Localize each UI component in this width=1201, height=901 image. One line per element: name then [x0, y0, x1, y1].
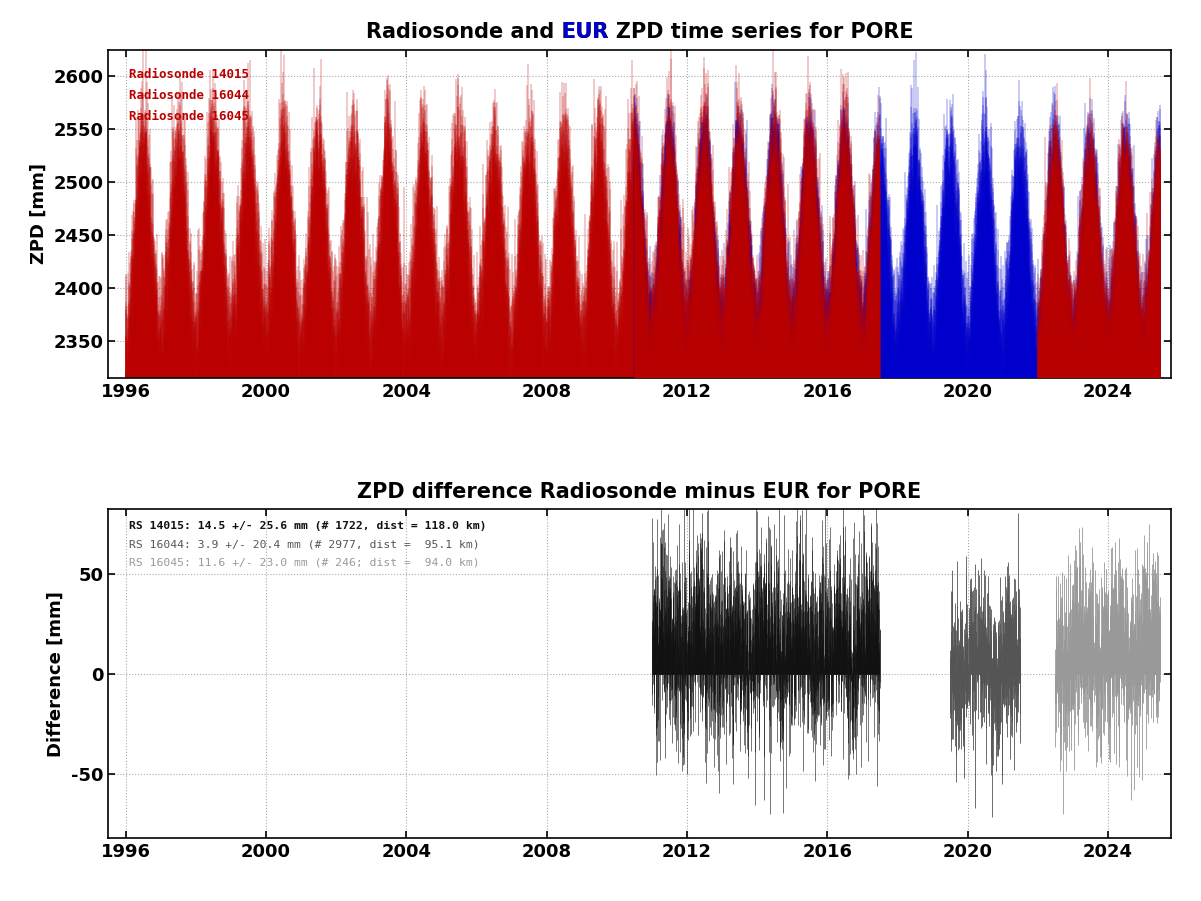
Y-axis label: Difference [mm]: Difference [mm] [47, 591, 65, 757]
Text: Radiosonde 16045: Radiosonde 16045 [130, 110, 249, 123]
Text: Radiosonde 14015: Radiosonde 14015 [130, 68, 249, 80]
Text: RS 16044: 3.9 +/- 20.4 mm (# 2977, dist =  95.1 km): RS 16044: 3.9 +/- 20.4 mm (# 2977, dist … [130, 540, 479, 550]
Text: EUR: EUR [561, 23, 609, 42]
Title: Radiosonde and EUR ZPD time series for PORE: Radiosonde and EUR ZPD time series for P… [366, 23, 913, 42]
Text: RS 14015: 14.5 +/- 25.6 mm (# 1722, dist = 118.0 km): RS 14015: 14.5 +/- 25.6 mm (# 1722, dist… [130, 522, 486, 532]
Title: ZPD difference Radiosonde minus EUR for PORE: ZPD difference Radiosonde minus EUR for … [358, 482, 921, 503]
Text: RS 16045: 11.6 +/- 23.0 mm (# 246; dist =  94.0 km): RS 16045: 11.6 +/- 23.0 mm (# 246; dist … [130, 558, 479, 568]
Y-axis label: ZPD [mm]: ZPD [mm] [30, 163, 48, 264]
Text: Radiosonde 16044: Radiosonde 16044 [130, 89, 249, 102]
